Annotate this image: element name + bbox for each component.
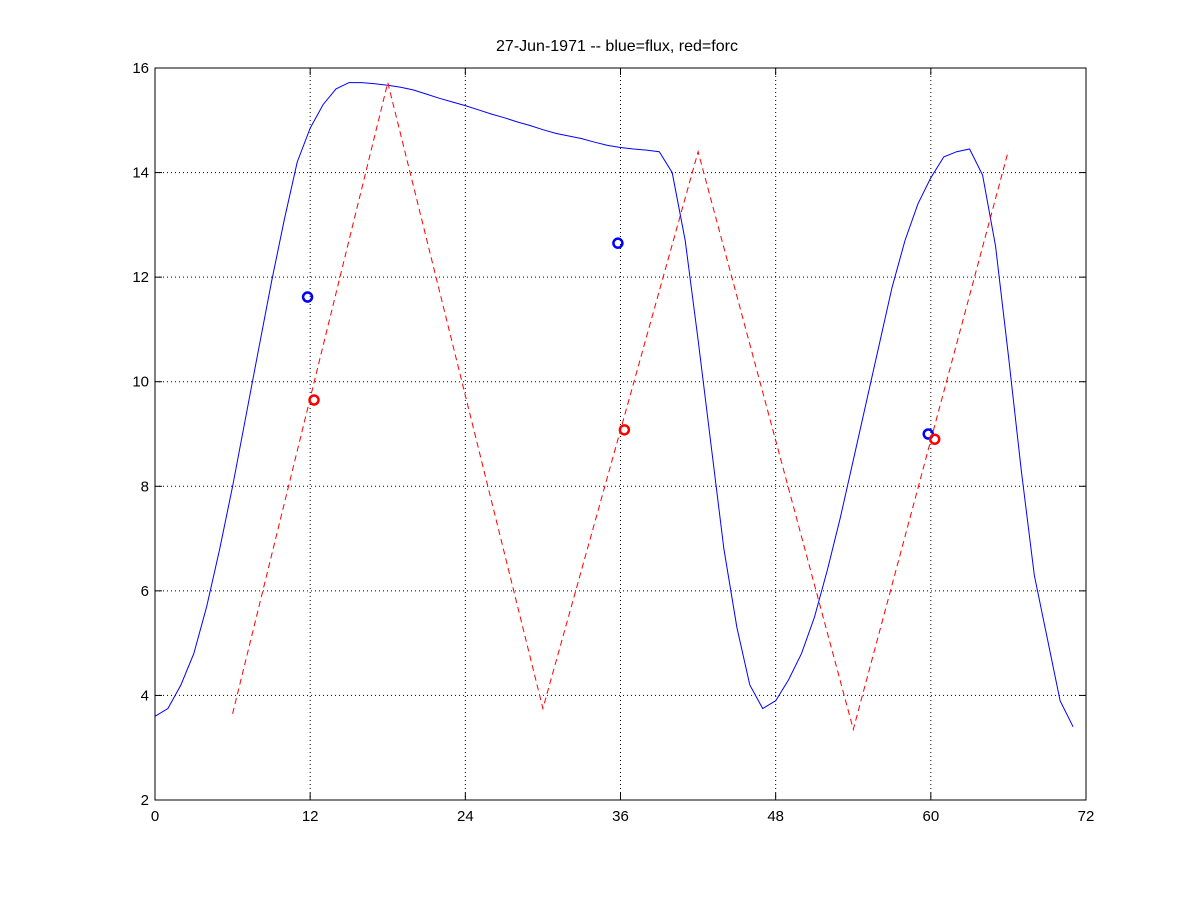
chart-title: 27-Jun-1971 -- blue=flux, red=forc <box>496 38 738 55</box>
x-tick-label: 48 <box>767 808 784 825</box>
series-layer <box>154 82 1074 732</box>
data-point-marker-4 <box>308 394 320 406</box>
y-tick-label: 8 <box>141 478 149 495</box>
data-point-marker-6 <box>928 433 941 445</box>
y-tick-label: 14 <box>132 165 149 182</box>
marker-layer <box>301 237 941 445</box>
y-tick-label: 4 <box>141 687 149 704</box>
y-tick-label: 2 <box>141 792 149 809</box>
x-tick-label: 0 <box>151 808 159 825</box>
data-point-marker-2 <box>612 237 624 249</box>
y-tick-label: 12 <box>132 269 149 286</box>
y-tick-label: 6 <box>141 583 149 600</box>
x-tick-label: 12 <box>302 808 319 825</box>
x-tick-label: 72 <box>1078 808 1095 825</box>
x-tick-label: 60 <box>922 808 939 825</box>
x-tick-label: 24 <box>457 808 474 825</box>
y-tick-label: 10 <box>132 374 149 391</box>
x-tick-label: 36 <box>612 808 629 825</box>
data-point-marker-1 <box>301 291 314 303</box>
series-line-1 <box>154 82 1074 728</box>
data-point-marker-5 <box>618 424 631 436</box>
y-tick-label: 16 <box>132 60 149 77</box>
